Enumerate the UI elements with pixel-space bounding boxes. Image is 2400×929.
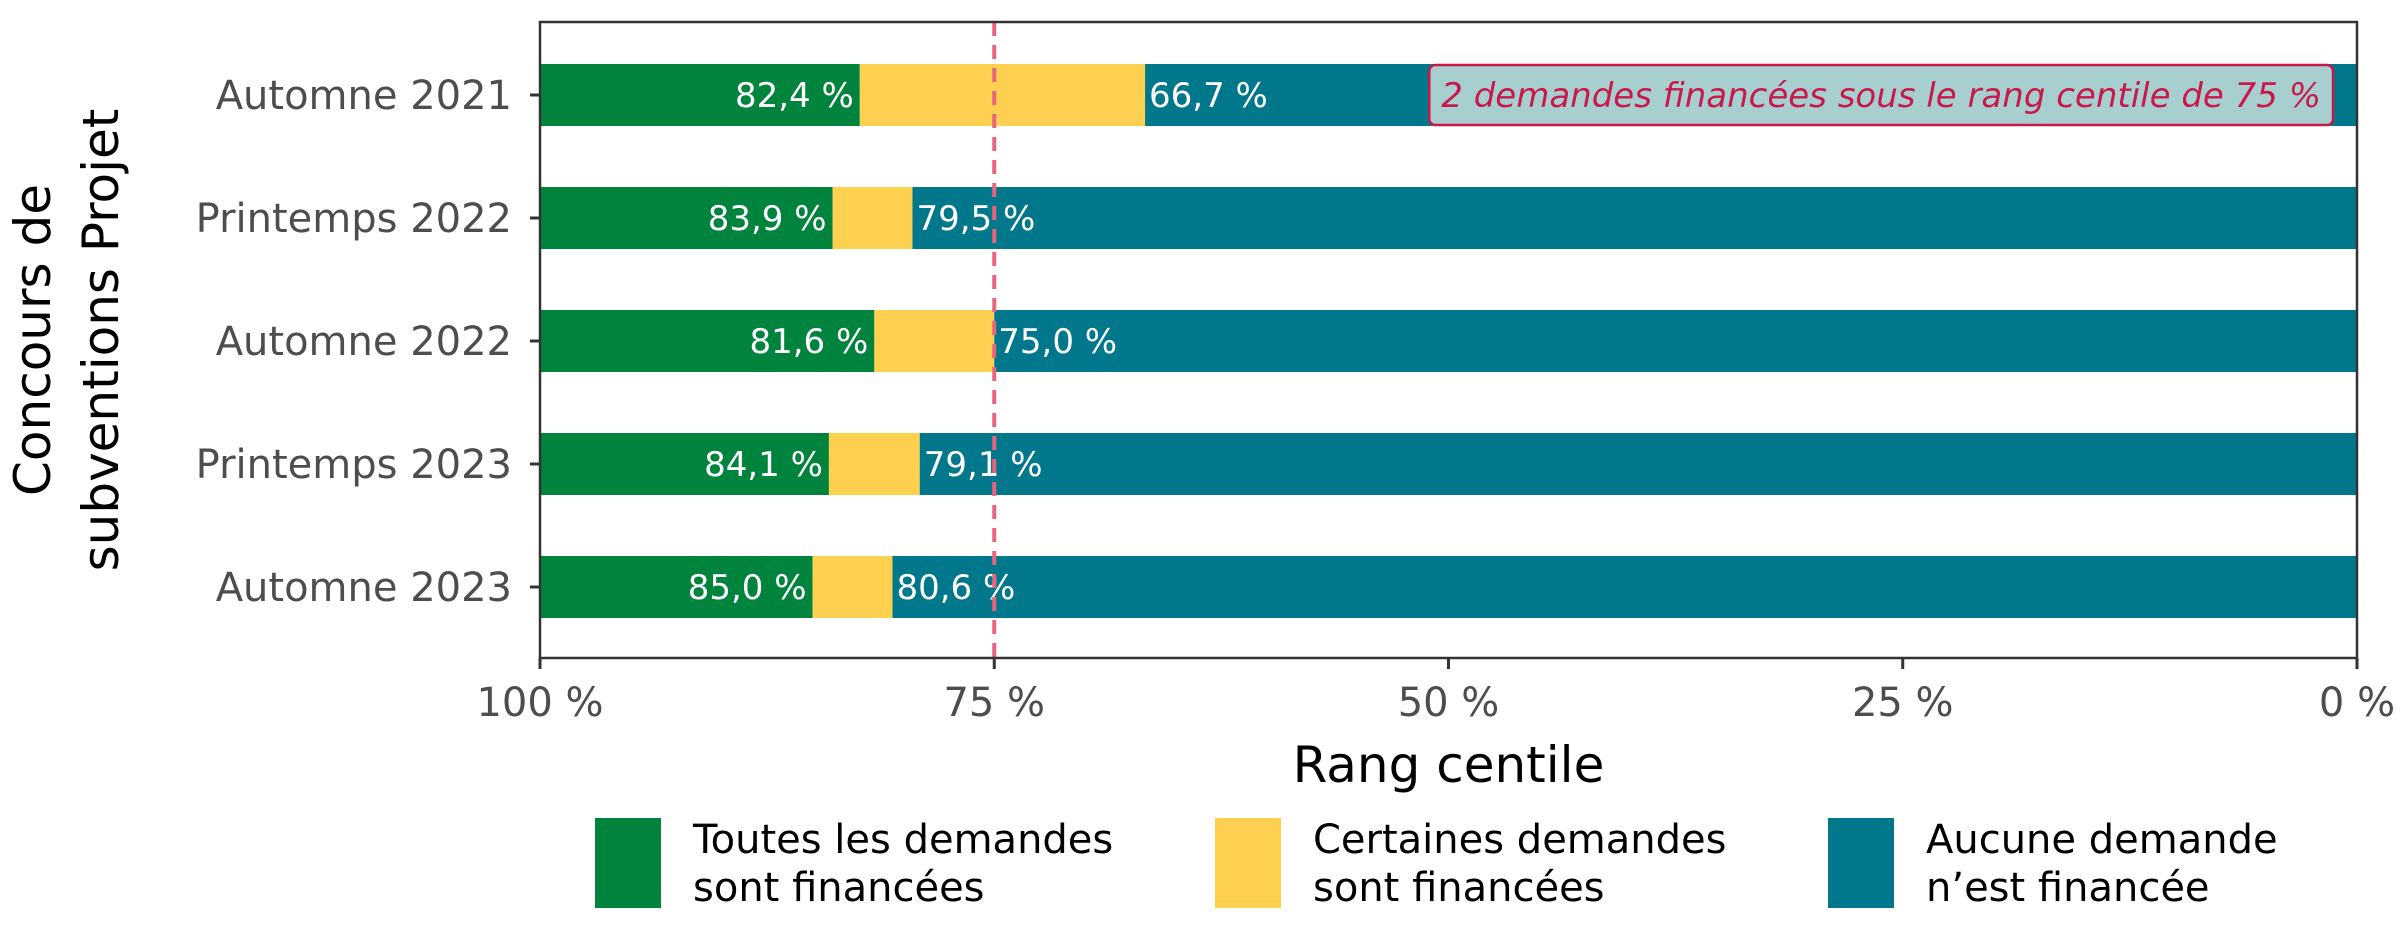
x-axis-title: Rang centile — [1293, 736, 1605, 794]
bar-printemps-2022-series-3 — [912, 187, 2357, 249]
x-tick-label-75: 75 % — [943, 680, 1045, 726]
bar-automne-2021-series-1 — [540, 64, 860, 126]
bar-automne-2022-series-2 — [874, 310, 995, 372]
bar-label-printemps-2022-83-9: 83,9 % — [708, 199, 827, 239]
annotation-text: 2 demandes financées sous le rang centil… — [1441, 76, 2321, 116]
bar-automne-2022-series-3 — [994, 310, 2357, 372]
bar-printemps-2023-series-3 — [919, 433, 2358, 495]
legend-key-3 — [1828, 818, 1894, 908]
y-tick-label-automne-2023: Automne 2023 — [216, 565, 512, 611]
bar-label-automne-2021-82-4: 82,4 % — [735, 76, 854, 116]
legend-label-2-line-1: Certaines demandes — [1313, 817, 1726, 863]
legend-label-2-line-2: sont financées — [1313, 865, 1605, 911]
x-tick-label-100: 100 % — [476, 680, 603, 726]
bar-automne-2021-series-2 — [859, 64, 1146, 126]
bar-printemps-2022-series-1 — [540, 187, 833, 249]
bar-label-automne-2021-66-7: 66,7 % — [1149, 76, 1268, 116]
bar-label-printemps-2023-79-1: 79,1 % — [924, 445, 1043, 485]
legend-label-1-line-2: sont financées — [693, 865, 985, 911]
bar-printemps-2023-series-1 — [540, 433, 829, 495]
bar-automne-2023-series-3 — [892, 556, 2357, 618]
bar-printemps-2023-series-2 — [828, 433, 920, 495]
y-tick-label-automne-2022: Automne 2022 — [216, 319, 512, 365]
y-axis-title-line-1: Concours de — [4, 184, 62, 496]
x-tick-label-25: 25 % — [1852, 680, 1954, 726]
annotation-box — [1428, 63, 2335, 127]
y-axis-title-line-2: subventions Projet — [72, 109, 130, 572]
bar-label-automne-2022-75: 75,0 % — [998, 322, 1117, 362]
bar-automne-2022-series-1 — [540, 310, 875, 372]
bar-automne-2023-series-2 — [812, 556, 893, 618]
y-axis-title: Concours de subventions Projet — [4, 109, 130, 572]
bar-printemps-2022-series-2 — [832, 187, 913, 249]
bar-label-printemps-2023-84-1: 84,1 % — [704, 445, 823, 485]
legend-label-3-line-2: n’est financée — [1926, 865, 2210, 911]
bar-label-automne-2022-81-6: 81,6 % — [749, 322, 868, 362]
bar-label-printemps-2022-79-5: 79,5 % — [916, 199, 1035, 239]
legend-key-2 — [1215, 818, 1281, 908]
x-tick-label-0: 0 % — [2319, 680, 2395, 726]
y-tick-label-printemps-2022: Printemps 2022 — [196, 196, 512, 242]
y-tick-label-printemps-2023: Printemps 2023 — [196, 442, 512, 488]
bar-label-automne-2023-80-6: 80,6 % — [896, 568, 1015, 608]
legend-key-1 — [595, 818, 661, 908]
legend-label-3-line-1: Aucune demande — [1926, 817, 2278, 863]
x-tick-label-50: 50 % — [1398, 680, 1500, 726]
legend-label-1-line-1: Toutes les demandes — [692, 817, 1113, 863]
y-tick-label-automne-2021: Automne 2021 — [216, 73, 512, 119]
bar-automne-2023-series-1 — [540, 556, 813, 618]
bar-label-automne-2023-85: 85,0 % — [688, 568, 807, 608]
